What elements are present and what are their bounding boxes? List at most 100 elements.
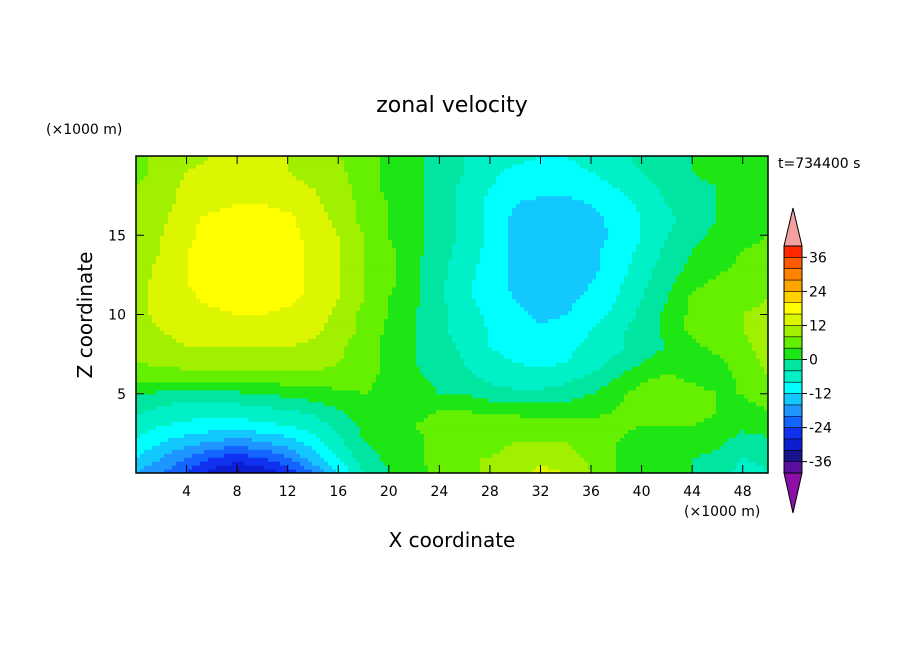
heatmap-cell (408, 429, 413, 434)
heatmap-cell (700, 373, 705, 379)
heatmap-cell (724, 409, 729, 415)
heatmap-cell (760, 377, 765, 383)
heatmap-cell (456, 433, 461, 438)
heatmap-cell (600, 445, 605, 450)
heatmap-cell (540, 425, 545, 431)
heatmap-cell (692, 457, 697, 462)
heatmap-cell (152, 465, 157, 470)
heatmap-cell (468, 421, 473, 427)
heatmap-cell (180, 445, 185, 450)
heatmap-cell (320, 453, 325, 458)
heatmap-cell (236, 358, 241, 363)
heatmap-cell (184, 457, 189, 462)
heatmap-cell (652, 389, 657, 395)
heatmap-cell (632, 377, 637, 383)
heatmap-cell (716, 389, 721, 395)
heatmap-cell (744, 417, 749, 423)
heatmap-cell (764, 401, 768, 407)
heatmap-cell (684, 362, 689, 367)
heatmap-cell (188, 389, 193, 395)
heatmap-cell (588, 465, 593, 470)
heatmap-cell (516, 389, 521, 395)
heatmap-cell (532, 358, 537, 363)
heatmap-cell (292, 405, 297, 411)
heatmap-cell (568, 453, 573, 458)
heatmap-cell (576, 457, 581, 462)
heatmap-cell (564, 441, 569, 446)
heatmap-cell (380, 346, 385, 351)
heatmap-cell (568, 385, 573, 391)
heatmap-cell (580, 417, 585, 423)
heatmap-cell (304, 397, 309, 403)
heatmap-cell (752, 449, 757, 454)
heatmap-cell (500, 457, 505, 462)
heatmap-cell (680, 350, 685, 355)
heatmap-cell (712, 449, 717, 454)
heatmap-cell (288, 417, 293, 423)
heatmap-cell (532, 393, 537, 399)
heatmap-cell (652, 393, 657, 399)
heatmap-cell (360, 457, 365, 462)
heatmap-cell (192, 369, 197, 375)
heatmap-cell (484, 350, 489, 355)
heatmap-cell (152, 381, 157, 387)
heatmap-cell (236, 405, 241, 411)
heatmap-cell (752, 405, 757, 411)
heatmap-cell (204, 425, 209, 431)
heatmap-cell (716, 437, 721, 442)
heatmap-cell (748, 437, 753, 442)
heatmap-cell (160, 397, 165, 403)
heatmap-cell (692, 358, 697, 363)
heatmap-cell (576, 453, 581, 458)
heatmap-cell (220, 358, 225, 363)
heatmap-cell (656, 389, 661, 395)
heatmap-cell (256, 381, 261, 387)
heatmap-cell (548, 362, 553, 367)
heatmap-cell (552, 381, 557, 387)
heatmap-cell (584, 401, 589, 407)
heatmap-cell (352, 397, 357, 403)
heatmap-cell (696, 453, 701, 458)
heatmap-cell (624, 417, 629, 423)
heatmap-cell (304, 369, 309, 375)
heatmap-cell (656, 441, 661, 446)
heatmap-cell (160, 437, 165, 442)
heatmap-cell (532, 425, 537, 431)
heatmap-cell (628, 393, 633, 399)
heatmap-cell (188, 354, 193, 359)
heatmap-cell (748, 377, 753, 383)
heatmap-cell (292, 350, 297, 355)
heatmap-cell (308, 405, 313, 411)
heatmap-cell (284, 437, 289, 442)
heatmap-cell (228, 377, 233, 383)
heatmap-cell (524, 362, 529, 367)
heatmap-cell (248, 465, 253, 470)
heatmap-cell (648, 461, 653, 466)
heatmap-cell (464, 362, 469, 367)
heatmap-cell (516, 358, 521, 363)
heatmap-cell (440, 433, 445, 438)
heatmap-cell (244, 389, 249, 395)
heatmap-cell (224, 421, 229, 427)
heatmap-cell (756, 397, 761, 403)
heatmap-cell (140, 417, 145, 423)
heatmap-cell (316, 381, 321, 387)
heatmap-cell (164, 389, 169, 395)
heatmap-cell (748, 425, 753, 431)
heatmap-cell (176, 366, 181, 371)
heatmap-cell (380, 381, 385, 387)
heatmap-cell (336, 457, 341, 462)
heatmap-cell (304, 437, 309, 442)
heatmap-cell (404, 465, 409, 470)
heatmap-cell (300, 401, 305, 407)
heatmap-cell (136, 461, 141, 466)
heatmap-cell (372, 405, 377, 411)
heatmap-cell (428, 449, 433, 454)
heatmap-cell (256, 362, 261, 367)
heatmap-cell (144, 453, 149, 458)
heatmap-cell (476, 461, 481, 466)
heatmap-cell (208, 366, 213, 371)
heatmap-cell (144, 461, 149, 466)
heatmap-cell (540, 377, 545, 383)
heatmap-cell (196, 369, 201, 375)
